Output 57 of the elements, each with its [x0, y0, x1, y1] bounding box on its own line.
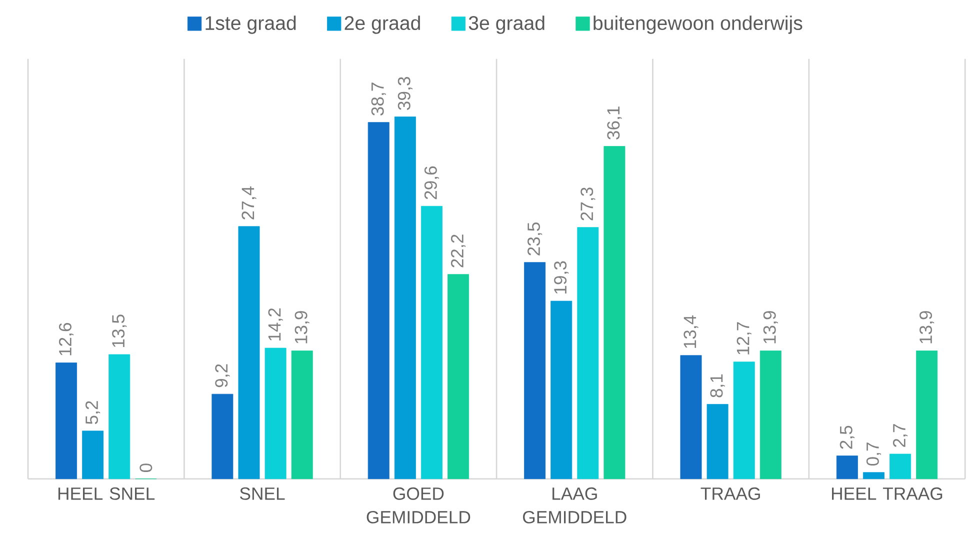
data-label: 0,7 — [866, 442, 882, 466]
data-label: 13,9 — [920, 311, 934, 344]
bar — [524, 262, 546, 480]
data-label: 2,5 — [840, 426, 854, 449]
data-label: 9,2 — [215, 364, 230, 388]
legend-label: 2e graad — [344, 16, 420, 34]
data-label: 13,9 — [294, 311, 310, 344]
data-label: 14,2 — [268, 308, 283, 341]
bar — [368, 122, 390, 480]
x-tick-label: TRAAG — [700, 488, 760, 500]
data-label: 27,4 — [242, 186, 256, 220]
bar — [733, 362, 755, 480]
data-label: 23,5 — [528, 222, 542, 256]
data-label: 19,3 — [554, 261, 569, 294]
bar — [82, 430, 104, 480]
bar — [916, 350, 938, 480]
bar — [862, 472, 884, 480]
data-label: 8,1 — [710, 374, 725, 398]
data-label: 29,6 — [424, 166, 440, 200]
x-tick-label: SNEL — [240, 488, 285, 500]
x-tick-label: HEEL SNEL — [58, 488, 155, 500]
data-label: 13,9 — [763, 311, 778, 344]
data-label: 38,7 — [371, 82, 386, 116]
legend-label: buitengewoon onderwijs — [594, 16, 802, 34]
bar — [890, 454, 912, 480]
bar — [760, 350, 782, 480]
data-label: 36,1 — [607, 106, 622, 140]
bar — [420, 206, 442, 480]
data-label: 12,7 — [736, 322, 752, 354]
data-label: 39,3 — [398, 77, 412, 110]
data-label: 5,2 — [86, 401, 100, 424]
bar — [604, 146, 626, 480]
x-tick-label: LAAG GEMIDDELD — [523, 488, 626, 524]
data-label: 22,2 — [450, 234, 466, 268]
bar — [448, 274, 470, 480]
data-label: 0 — [140, 464, 152, 472]
data-label: 12,6 — [58, 323, 74, 356]
bar — [212, 394, 234, 480]
legend-label: 1ste graad — [206, 16, 296, 34]
bar — [836, 456, 858, 480]
x-tick-label: HEEL TRAAG — [832, 488, 942, 500]
bar — [108, 354, 130, 480]
bar — [238, 226, 260, 480]
bar — [56, 362, 77, 480]
data-label: 13,5 — [112, 314, 127, 348]
legend-label: 3e graad — [468, 16, 544, 34]
bar — [394, 116, 416, 480]
bar — [577, 227, 599, 480]
bar — [291, 350, 313, 480]
data-label: 13,4 — [684, 316, 698, 348]
bar — [706, 404, 728, 480]
bar — [680, 355, 702, 480]
data-label: 27,3 — [580, 188, 596, 220]
bar — [264, 348, 286, 480]
bar — [550, 300, 572, 480]
x-tick-label: GOED GEMIDDELD — [366, 488, 470, 524]
data-label: 2,7 — [892, 424, 908, 448]
